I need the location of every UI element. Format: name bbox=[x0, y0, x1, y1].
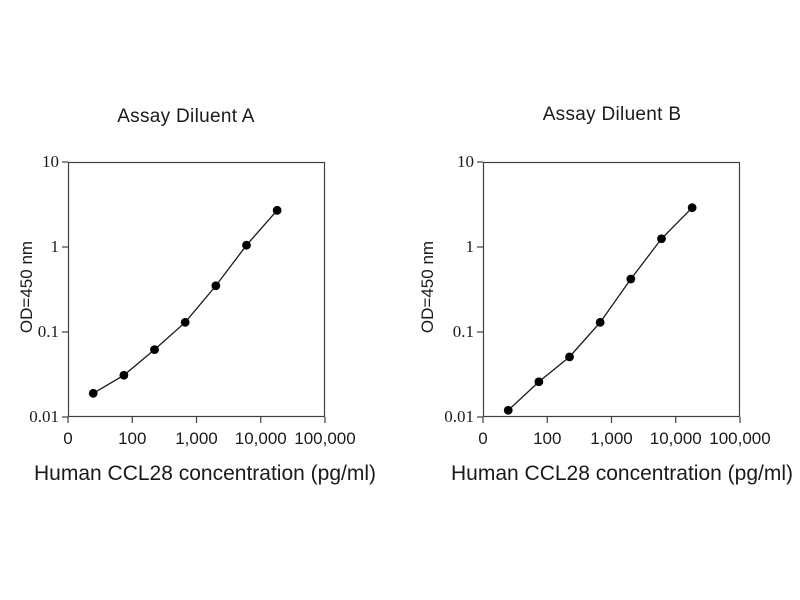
data-point bbox=[180, 317, 190, 327]
x-axis-title: Human CCL28 concentration (pg/ml) bbox=[451, 462, 793, 485]
data-point bbox=[687, 203, 697, 213]
y-tick-label: 1 bbox=[465, 237, 475, 256]
x-tick-label: 100,000 bbox=[709, 429, 771, 448]
plot-frame bbox=[67, 161, 326, 418]
data-point bbox=[503, 405, 513, 415]
data-point bbox=[657, 234, 666, 244]
x-axis-title: Human CCL28 concentration (pg/ml) bbox=[34, 462, 376, 485]
chart-title: Assay Diluent A bbox=[117, 106, 255, 127]
standard-curve-line bbox=[92, 209, 278, 394]
data-point bbox=[565, 352, 574, 362]
data-point bbox=[595, 317, 605, 327]
y-tick-label: 0.01 bbox=[444, 407, 474, 426]
y-tick-label: 0.1 bbox=[452, 322, 474, 341]
x-tick-label: 1,000 bbox=[590, 429, 633, 448]
x-tick-label: 100 bbox=[533, 429, 562, 448]
data-point bbox=[242, 240, 251, 250]
data-point bbox=[150, 345, 159, 355]
data-point bbox=[534, 377, 544, 387]
data-point bbox=[88, 388, 98, 398]
y-tick-label: 0.1 bbox=[37, 322, 59, 341]
x-tick-label: 1,000 bbox=[175, 429, 218, 448]
plot-area bbox=[477, 161, 741, 423]
x-tick-label: 100 bbox=[118, 429, 147, 448]
x-tick-label: 10,000 bbox=[649, 429, 702, 448]
y-tick-label: 0.01 bbox=[29, 407, 59, 426]
y-tick-label: 10 bbox=[457, 152, 474, 171]
x-tick-label: 10,000 bbox=[234, 429, 287, 448]
plot-area bbox=[62, 161, 326, 423]
plot-frame bbox=[482, 161, 741, 418]
y-tick-label: 1 bbox=[50, 237, 60, 256]
y-tick-label: 10 bbox=[42, 152, 59, 171]
x-tick-label: 0 bbox=[478, 429, 488, 448]
chart-title: Assay Diluent B bbox=[542, 104, 682, 125]
x-tick-label: 0 bbox=[63, 429, 73, 448]
x-tick-label: 100,000 bbox=[294, 429, 356, 448]
data-point bbox=[272, 205, 282, 215]
data-point bbox=[119, 370, 129, 380]
data-point bbox=[211, 281, 221, 291]
data-point bbox=[626, 274, 636, 284]
